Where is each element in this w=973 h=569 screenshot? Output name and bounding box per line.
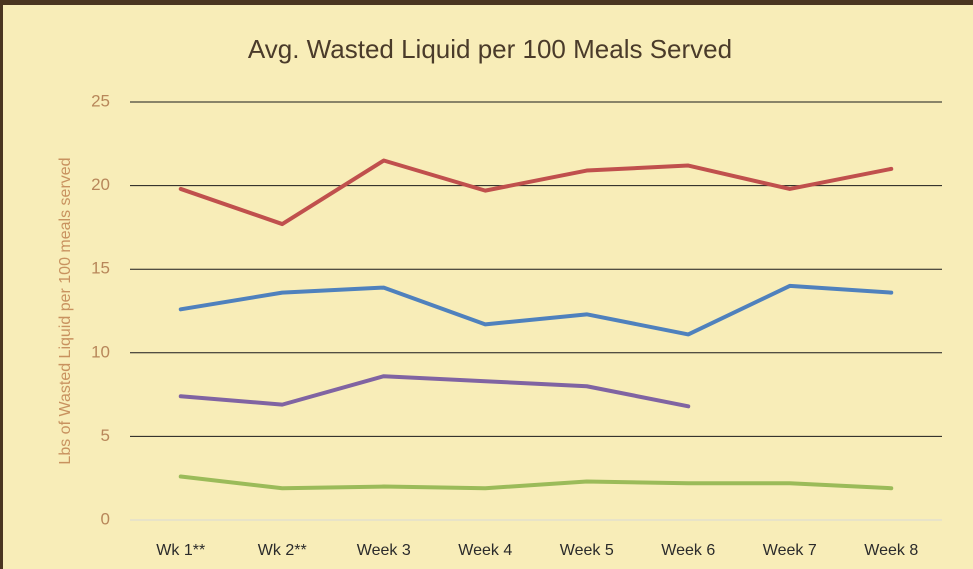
x-tick-label: Week 6 — [661, 542, 715, 559]
y-tick-label: 0 — [101, 509, 110, 528]
x-tick-label: Week 8 — [864, 542, 918, 559]
x-tick-label: Wk 1** — [156, 542, 205, 559]
series-line — [178, 283, 894, 337]
series-line — [178, 374, 691, 409]
y-tick-label: 20 — [91, 175, 110, 194]
y-tick-label: 25 — [91, 91, 110, 110]
y-axis-label: Lbs of Wasted Liquid per 100 meals serve… — [57, 157, 74, 464]
x-tick-label: Week 7 — [763, 542, 817, 559]
x-tick-label: Week 5 — [560, 542, 614, 559]
y-tick-label: 15 — [91, 259, 110, 278]
y-tick-label: 5 — [101, 426, 110, 445]
top-border — [0, 0, 973, 5]
chart-title: Avg. Wasted Liquid per 100 Meals Served — [248, 34, 732, 64]
series-line — [178, 474, 894, 491]
series-line — [178, 158, 894, 227]
x-tick-label: Week 3 — [357, 542, 411, 559]
y-tick-label: 10 — [91, 342, 110, 361]
left-border — [0, 0, 3, 569]
x-tick-label: Wk 2** — [258, 542, 307, 559]
x-tick-label: Week 4 — [458, 542, 512, 559]
